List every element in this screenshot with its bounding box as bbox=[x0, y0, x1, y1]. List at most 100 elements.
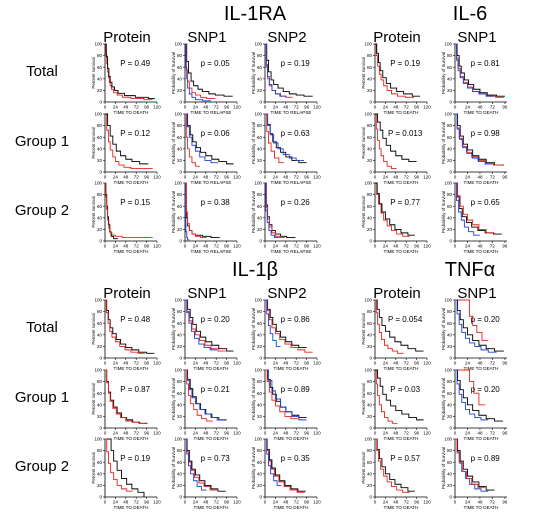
x-axis-label: TIME TO RELAPSE bbox=[271, 249, 312, 254]
x-axis-label: TIME TO DEATH bbox=[464, 366, 499, 371]
y-tick-label: 60 bbox=[367, 135, 373, 140]
p-value-label: p = 0.98 bbox=[471, 129, 501, 138]
x-tick-label: 96 bbox=[414, 244, 420, 249]
x-tick-label: 96 bbox=[414, 500, 420, 505]
y-tick-label: 0 bbox=[179, 100, 182, 105]
column-header: Protein bbox=[373, 29, 421, 46]
p-value-label: P = 0.87 bbox=[120, 385, 150, 394]
km-curve-red bbox=[105, 43, 153, 101]
x-tick-label: 0 bbox=[374, 175, 377, 180]
x-tick-label: 96 bbox=[224, 361, 230, 366]
y-tick-label: 20 bbox=[97, 88, 103, 93]
y-tick-label: 0 bbox=[369, 356, 372, 361]
x-tick-label: 0 bbox=[104, 500, 107, 505]
km-curve-red bbox=[375, 113, 397, 169]
km-curve-blue bbox=[265, 113, 304, 161]
y-tick-label: 80 bbox=[367, 448, 373, 453]
x-axis-label: TIME TO DEATH bbox=[114, 110, 149, 115]
y-tick-label: 0 bbox=[259, 170, 262, 175]
x-tick-label: 72 bbox=[490, 500, 496, 505]
y-tick-label: 40 bbox=[97, 215, 103, 220]
x-axis-label: TIME TO DEATH bbox=[114, 505, 149, 510]
y-tick-label: 40 bbox=[97, 76, 103, 81]
y-tick-label: 80 bbox=[177, 309, 183, 314]
y-axis-label: Probability of Survival bbox=[171, 52, 176, 94]
x-tick-label: 0 bbox=[184, 175, 187, 180]
y-tick-label: 100 bbox=[364, 368, 372, 373]
y-tick-label: 100 bbox=[254, 298, 262, 303]
x-tick-label: 0 bbox=[264, 361, 267, 366]
y-tick-label: 60 bbox=[97, 65, 103, 70]
x-tick-label: 0 bbox=[454, 244, 457, 249]
y-tick-label: 0 bbox=[449, 356, 452, 361]
y-tick-label: 100 bbox=[364, 181, 372, 186]
x-tick-label: 0 bbox=[264, 500, 267, 505]
header-layer: IL-1RA Protein SNP1 SNP2 IL-6 Protein SNP1 IL-1… bbox=[15, 3, 497, 475]
km-panel-tnfalpha-protein-group-2: 0 20 40 60 80 100 0 24 48 72 96 120 TIME TO DEATH Per… bbox=[361, 437, 431, 510]
y-tick-label: 60 bbox=[177, 460, 183, 465]
x-tick-label: 0 bbox=[104, 361, 107, 366]
y-tick-label: 20 bbox=[257, 414, 263, 419]
x-tick-label: 96 bbox=[144, 244, 150, 249]
y-tick-label: 20 bbox=[447, 227, 453, 232]
y-axis-label: Probability of Survival bbox=[251, 191, 256, 233]
x-tick-label: 120 bbox=[313, 431, 321, 436]
y-tick-label: 0 bbox=[259, 426, 262, 431]
km-curve-red bbox=[375, 369, 398, 424]
x-tick-label: 48 bbox=[203, 431, 209, 436]
y-tick-label: 0 bbox=[449, 495, 452, 500]
km-curve-black bbox=[185, 438, 226, 492]
p-value-label: p = 0.20 bbox=[471, 385, 501, 394]
km-curve-red bbox=[375, 43, 414, 98]
block-title: IL-6 bbox=[453, 3, 487, 25]
y-tick-label: 100 bbox=[444, 42, 452, 47]
y-tick-label: 40 bbox=[447, 402, 453, 407]
x-axis-label: TIME TO DEATH bbox=[274, 505, 309, 510]
y-tick-label: 100 bbox=[444, 368, 452, 373]
y-tick-label: 20 bbox=[257, 483, 263, 488]
x-tick-label: 96 bbox=[502, 175, 508, 180]
km-curve-black bbox=[375, 438, 415, 492]
y-tick-label: 100 bbox=[444, 112, 452, 117]
km-panel-il-1beta-snp1-group-2: 0 20 40 60 80 100 0 24 48 72 96 120 TIME TO DEATH Pro… bbox=[171, 437, 241, 510]
y-axis-label: Probability of Survival bbox=[441, 308, 446, 350]
y-tick-label: 100 bbox=[174, 298, 182, 303]
x-tick-label: 48 bbox=[393, 244, 399, 249]
y-tick-label: 100 bbox=[174, 112, 182, 117]
y-tick-label: 40 bbox=[177, 332, 183, 337]
y-axis-label: Percent survival bbox=[91, 383, 96, 414]
y-tick-label: 40 bbox=[367, 215, 373, 220]
x-tick-label: 48 bbox=[393, 361, 399, 366]
x-tick-label: 0 bbox=[184, 431, 187, 436]
x-tick-label: 24 bbox=[193, 431, 199, 436]
p-value-label: P = 0.57 bbox=[390, 454, 420, 463]
x-axis-label: TIME TO RELAPSE bbox=[191, 249, 232, 254]
x-tick-label: 72 bbox=[404, 431, 410, 436]
p-value-label: P = 0.48 bbox=[120, 315, 150, 324]
x-tick-label: 24 bbox=[113, 175, 119, 180]
y-axis-label: Probability of Survival bbox=[251, 308, 256, 350]
x-tick-label: 48 bbox=[203, 105, 209, 110]
y-tick-label: 60 bbox=[367, 321, 373, 326]
y-tick-label: 60 bbox=[367, 204, 373, 209]
block-title: IL-1RA bbox=[224, 3, 287, 25]
x-tick-label: 48 bbox=[123, 500, 129, 505]
x-tick-label: 48 bbox=[123, 105, 129, 110]
x-tick-label: 24 bbox=[113, 244, 119, 249]
x-tick-label: 96 bbox=[224, 431, 230, 436]
km-curve-black bbox=[265, 182, 296, 238]
y-axis-label: Probability of Survival bbox=[441, 191, 446, 233]
y-tick-label: 20 bbox=[367, 483, 373, 488]
x-axis-label: TIME TO DEATH bbox=[464, 436, 499, 441]
x-axis-label: TIME TO DEATH bbox=[274, 366, 309, 371]
x-tick-label: 72 bbox=[214, 431, 220, 436]
x-tick-label: 0 bbox=[374, 105, 377, 110]
y-tick-label: 100 bbox=[364, 437, 372, 442]
x-tick-label: 120 bbox=[423, 431, 431, 436]
y-tick-label: 100 bbox=[94, 368, 102, 373]
x-tick-label: 24 bbox=[113, 105, 119, 110]
